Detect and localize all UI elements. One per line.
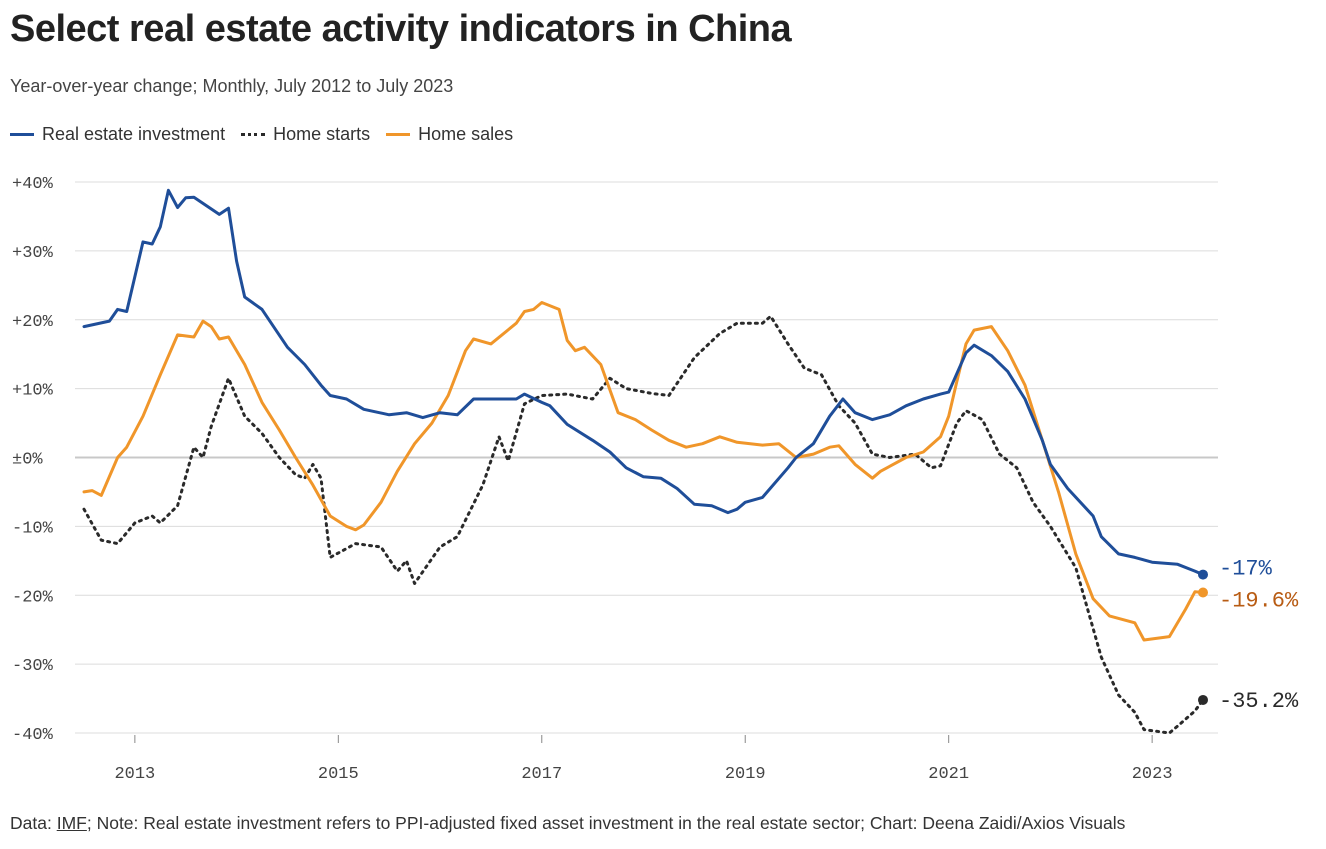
x-tick-label: 2021	[928, 765, 969, 784]
legend-swatch-starts	[241, 133, 266, 136]
legend-swatch-investment	[10, 133, 34, 136]
series-end-label-starts: -35.2%	[1219, 689, 1299, 714]
series-endpoint-starts	[1198, 694, 1208, 705]
footer-note: Data: IMF; Note: Real estate investment …	[10, 813, 1125, 834]
x-tick-label: 2015	[318, 765, 359, 784]
x-tick-label: 2019	[725, 765, 766, 784]
series-line-starts	[82, 314, 1205, 735]
series-layer	[82, 188, 1208, 735]
footer-source-link[interactable]: IMF	[56, 813, 87, 833]
y-tick-label: +40%	[12, 175, 54, 194]
y-tick-label: -40%	[12, 726, 54, 745]
y-tick-label: ±0%	[12, 451, 43, 470]
legend-swatch-sales	[386, 133, 411, 136]
chart-title: Select real estate activity indicators i…	[10, 8, 792, 50]
legend-label-sales: Home sales	[418, 124, 514, 144]
legend-item-sales: Home sales	[386, 124, 513, 145]
y-tick-label: -30%	[12, 657, 54, 676]
chart-subtitle: Year-over-year change; Monthly, July 201…	[10, 76, 454, 96]
footer-data-prefix: Data:	[10, 813, 57, 833]
legend-label-investment: Real estate investment	[42, 124, 226, 144]
footer-note-text: ; Note: Real estate investment refers to…	[86, 813, 1126, 833]
y-tick-label: -10%	[12, 519, 54, 538]
series-line-sales	[82, 301, 1205, 642]
series-end-label-investment: -17%	[1219, 557, 1273, 582]
line-chart: +40% +30% +20% +10% ±0% -10% -20% -30% -40% 2013 2…	[12, 175, 1299, 784]
legend-item-investment: Real estate investment	[10, 124, 225, 145]
y-tick-label: -20%	[12, 588, 54, 607]
grid-layer	[75, 181, 1218, 743]
series-line-investment	[82, 188, 1205, 577]
legend-label-starts: Home starts	[273, 124, 371, 144]
series-endpoint-investment	[1198, 569, 1208, 580]
y-tick-label: +10%	[12, 382, 54, 401]
legend: Real estate investment Home starts Home …	[10, 124, 529, 145]
y-tick-label: +20%	[12, 313, 54, 332]
series-endpoint-sales	[1198, 587, 1208, 598]
x-tick-label: 2023	[1132, 765, 1173, 784]
legend-item-starts: Home starts	[241, 124, 370, 145]
y-tick-label: +30%	[12, 244, 54, 263]
x-tick-label: 2013	[114, 765, 155, 784]
series-end-label-sales: -19.6%	[1219, 588, 1299, 613]
label-layer: +40% +30% +20% +10% ±0% -10% -20% -30% -40% 2013 2…	[12, 175, 1299, 784]
x-tick-label: 2017	[521, 765, 562, 784]
